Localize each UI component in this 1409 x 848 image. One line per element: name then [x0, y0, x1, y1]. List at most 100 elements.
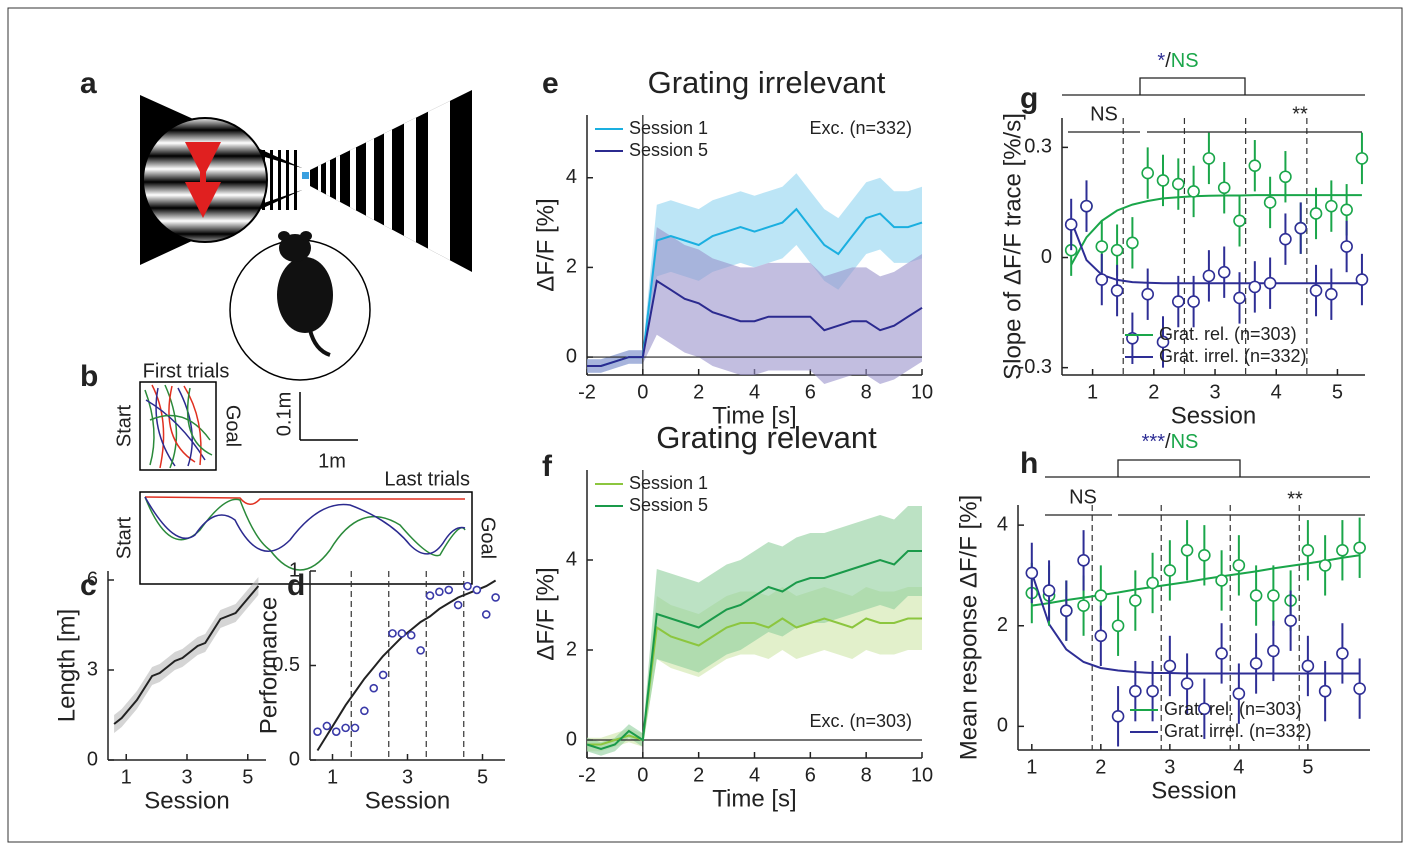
- point: [463, 581, 472, 591]
- point: [1249, 589, 1263, 602]
- chart: -0.3 0 0.3 1 2 3 4 5 Session Slope of ΔF/F trace …: [999, 50, 1369, 429]
- point: [416, 646, 425, 655]
- y-axis-label: Slope of ΔF/F trace [%/s]: [999, 113, 1026, 380]
- point: [1025, 566, 1039, 580]
- x-axis-label: Session: [365, 787, 450, 814]
- point: [1263, 276, 1277, 290]
- b-goal: Goal: [477, 517, 499, 559]
- point: [1141, 287, 1154, 301]
- x-tick-label: 5: [1332, 381, 1343, 403]
- point: [472, 585, 482, 595]
- significance-left: NS: [1090, 103, 1118, 125]
- legend-label: Session 1: [629, 473, 708, 493]
- x-tick-label: 0: [637, 381, 648, 403]
- x-axis-label: Time [s]: [712, 402, 796, 429]
- significance-left: NS: [1069, 486, 1097, 508]
- x-tick-label: 1: [327, 766, 338, 788]
- point: [1318, 559, 1332, 572]
- bracket: [1139, 77, 1246, 95]
- point: [1187, 185, 1200, 198]
- b-scale-x: 1m: [318, 450, 346, 472]
- line: [113, 585, 260, 725]
- line: [586, 550, 922, 751]
- x-tick-label: 2: [1095, 756, 1106, 778]
- point: [1198, 549, 1211, 562]
- point: [378, 670, 388, 680]
- x-tick-label: 10: [911, 381, 933, 403]
- fit-line: [1070, 220, 1362, 285]
- y-tick-label: 0: [289, 748, 300, 770]
- point: [1215, 574, 1228, 587]
- y-axis-label: Performance: [255, 597, 282, 734]
- point: [1279, 170, 1292, 184]
- legend-label: Grat. irrel. (n=332): [1164, 721, 1312, 741]
- x-tick-label: 1: [1087, 381, 1098, 403]
- annotation: Exc. (n=332): [809, 118, 912, 138]
- chart: 0 3 6 1 3 5 Session Length [m]: [53, 568, 266, 814]
- point: [388, 629, 397, 638]
- point: [406, 630, 416, 640]
- point: [1163, 564, 1177, 577]
- point: [1353, 682, 1366, 695]
- point: [1180, 543, 1194, 557]
- panel-label: a: [80, 67, 97, 100]
- x-tick-label: 4: [749, 381, 760, 403]
- point: [481, 610, 491, 619]
- b-start: Start: [113, 516, 135, 559]
- legend-label: Grat. rel. (n=303): [1164, 699, 1302, 719]
- x-tick-label: 6: [805, 764, 816, 786]
- point: [1077, 599, 1090, 612]
- point: [1233, 214, 1246, 228]
- point: [1094, 589, 1108, 602]
- point: [1301, 659, 1315, 673]
- point: [350, 723, 360, 733]
- point: [1146, 576, 1159, 590]
- x-axis-label: Session: [1151, 777, 1236, 804]
- point: [1141, 166, 1154, 180]
- point: [1129, 594, 1142, 607]
- point: [1080, 199, 1093, 213]
- point: [1325, 199, 1338, 213]
- chart: 0 0.5 1 1 3 5 Session Performance: [255, 559, 505, 814]
- point: [453, 600, 463, 610]
- significance-top: ***/NS: [1142, 431, 1199, 453]
- y-axis-label: Length [m]: [53, 609, 80, 722]
- point: [322, 721, 332, 731]
- significance-right: **: [1292, 103, 1308, 125]
- y-tick-label: 4: [566, 548, 577, 570]
- panel-label: e: [542, 67, 559, 100]
- frame: [7, 7, 1403, 843]
- setup-diagram: [140, 90, 472, 381]
- y-tick-label: 1: [289, 559, 300, 581]
- point: [1215, 647, 1228, 660]
- point: [360, 706, 369, 716]
- fit-line: [1030, 572, 1360, 675]
- significance-part: /: [1165, 50, 1171, 72]
- point: [1126, 236, 1139, 250]
- point: [1309, 207, 1323, 220]
- x-tick-label: 3: [1164, 756, 1175, 778]
- panel-label: c: [80, 569, 97, 602]
- point: [444, 585, 454, 595]
- y-tick-label: 4: [566, 166, 577, 188]
- x-tick-label: -2: [578, 381, 596, 403]
- point: [1172, 177, 1185, 191]
- point: [1340, 240, 1353, 253]
- y-tick-label: -0.3: [1018, 356, 1052, 378]
- point: [435, 587, 444, 597]
- panel-label: f: [542, 450, 553, 483]
- point: [341, 723, 350, 733]
- chart-title: Grating relevant: [656, 420, 877, 455]
- point: [1233, 291, 1246, 305]
- point: [397, 629, 407, 638]
- point: [1156, 174, 1170, 187]
- significance-top: */NS: [1157, 50, 1198, 72]
- panel-label: b: [80, 360, 98, 393]
- significance-part: *: [1157, 50, 1165, 72]
- point: [1172, 295, 1185, 308]
- point: [1249, 657, 1263, 670]
- point: [1336, 647, 1349, 660]
- point: [1294, 221, 1308, 235]
- point: [491, 593, 500, 602]
